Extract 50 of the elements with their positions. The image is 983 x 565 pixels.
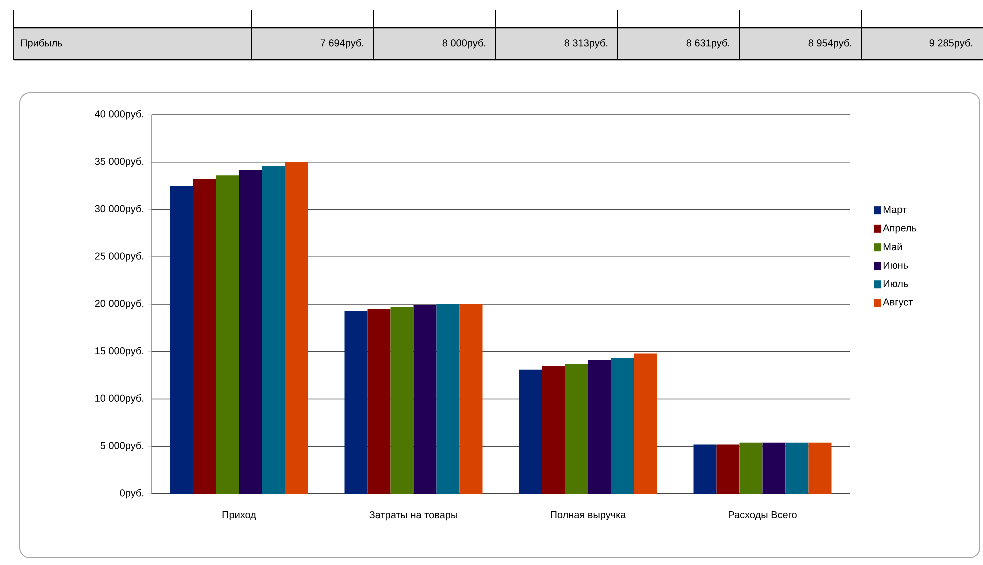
bar <box>762 442 786 494</box>
bar <box>694 444 717 494</box>
x-tick-label: Затраты на товары <box>370 512 458 521</box>
y-tick-label: 20 000руб. <box>95 300 144 310</box>
text: 7 694руб. <box>320 39 364 49</box>
y-tick-label: 30 000руб. <box>95 205 144 214</box>
legend-label: Май <box>884 243 902 251</box>
x-tick-label: Приход <box>222 512 256 520</box>
bar <box>519 370 542 494</box>
legend-label: Июнь <box>884 262 908 270</box>
y-tick-label: 35 000руб. <box>95 158 144 168</box>
bar <box>740 442 763 494</box>
bar <box>285 162 308 494</box>
bar <box>786 442 809 494</box>
bar <box>542 366 566 494</box>
x-tick-label: Полная выручка <box>551 512 626 520</box>
bar <box>216 176 240 494</box>
legend-label: Март <box>884 206 907 216</box>
y-tick-label: 10 000руб. <box>96 394 144 404</box>
bar <box>262 166 286 494</box>
bar <box>414 305 437 494</box>
bar <box>611 358 634 494</box>
text: 8 954руб. <box>808 39 852 49</box>
text: Прибыль <box>21 39 62 49</box>
y-tick-label: 0руб. <box>120 489 144 499</box>
bar <box>193 179 216 494</box>
y-tick-label: 40 000руб. <box>95 110 144 120</box>
bar <box>588 360 612 494</box>
bar <box>460 304 483 494</box>
y-tick-label: 25 000руб. <box>95 252 144 262</box>
bar <box>716 444 740 494</box>
bar <box>808 442 832 494</box>
y-tick-label: 5 000руб. <box>100 442 144 452</box>
bar <box>634 354 658 494</box>
legend-label: Апрель <box>883 224 917 234</box>
bar <box>368 309 391 494</box>
bar <box>170 186 194 494</box>
bar <box>436 304 460 494</box>
y-tick-label: 15 000руб. <box>96 347 144 357</box>
x-tick-label: Расходы Всего <box>728 512 797 520</box>
bar <box>344 311 368 494</box>
bar <box>390 307 414 494</box>
text: 9 285руб. <box>930 39 973 49</box>
bar <box>565 364 588 494</box>
text: 8 631руб. <box>686 39 730 49</box>
text: 8 313руб. <box>564 39 608 49</box>
legend-label: Июль <box>884 280 908 288</box>
text: 8 000руб. <box>442 39 486 49</box>
bar <box>239 170 262 494</box>
legend-label: Август <box>883 298 914 308</box>
